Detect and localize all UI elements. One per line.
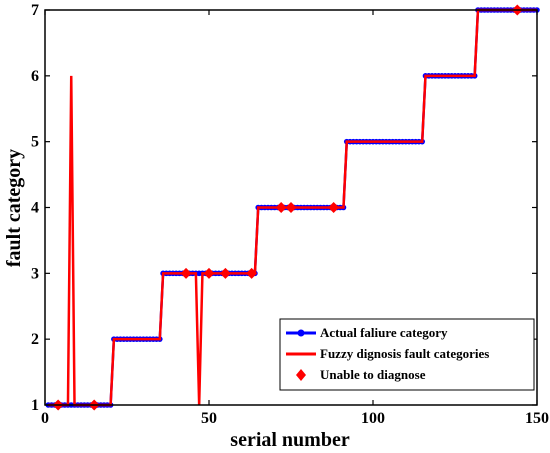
x-axis-title: serial number <box>230 429 350 451</box>
legend-label-actual: Actual faliure category <box>320 325 448 340</box>
y-tick-label: 1 <box>31 397 39 414</box>
y-tick-label: 5 <box>31 134 39 151</box>
unable-to-diagnose-marker <box>203 267 215 279</box>
y-tick-label: 2 <box>31 331 39 348</box>
y-tick-label: 6 <box>31 68 39 85</box>
legend-label-fuzzy: Fuzzy dignosis fault categories <box>320 346 489 361</box>
y-tick-label: 3 <box>31 265 39 282</box>
legend-marker-actual <box>297 329 305 337</box>
unable-to-diagnose-marker <box>246 267 258 279</box>
x-tick-label: 0 <box>41 410 49 427</box>
unable-to-diagnose-marker <box>180 267 192 279</box>
x-tick-label: 50 <box>201 410 217 427</box>
legend-box <box>279 318 535 391</box>
unable-to-diagnose-marker <box>275 202 287 213</box>
y-axis-title: fault category <box>3 149 25 267</box>
legend-label-unable: Unable to diagnose <box>320 367 426 382</box>
unable-to-diagnose-marker <box>328 202 340 213</box>
legend: Actual faliure category Fuzzy dignosis f… <box>279 318 535 391</box>
x-tick-label: 100 <box>361 410 385 427</box>
y-tick-label: 7 <box>31 2 39 19</box>
y-tick-label: 4 <box>31 200 39 217</box>
x-tick-label: 150 <box>525 410 549 427</box>
unable-to-diagnose-marker <box>285 202 297 213</box>
unable-to-diagnose-marker <box>219 267 231 279</box>
axes: 0 50 100 150 1 2 3 4 5 6 7 <box>31 2 549 427</box>
legend-marker-unable <box>296 369 306 381</box>
